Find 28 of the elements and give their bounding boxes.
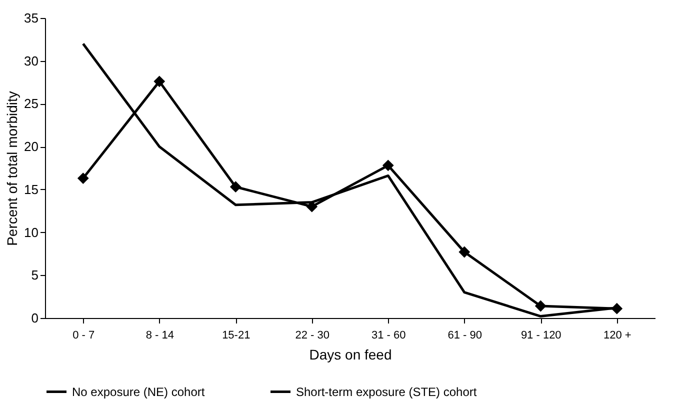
legend-label: Short-term exposure (STE) cohort <box>296 384 478 399</box>
y-tick-label: 30 <box>24 53 38 68</box>
point <box>382 160 394 172</box>
y-tick-label: 35 <box>24 10 38 26</box>
y-axis-title: Percent of total morbidity <box>4 91 20 246</box>
x-axis-title: Days on feed <box>309 346 392 362</box>
x-tick-label: 31 - 60 <box>372 330 406 342</box>
y-tick-label: 25 <box>24 96 38 112</box>
x-tick-label: 120 + <box>603 330 632 342</box>
legend-label: No exposure (NE) cohort <box>72 384 206 399</box>
point <box>154 76 166 88</box>
y-tick-label: 15 <box>24 182 38 197</box>
point <box>458 246 470 258</box>
x-tick-label: 91 - 120 <box>520 330 562 342</box>
point <box>230 181 242 193</box>
y-tick-label: 0 <box>31 310 38 326</box>
point <box>306 200 318 212</box>
x-tick-label: 0 - 7 <box>72 330 95 342</box>
x-tick-label: 61 - 90 <box>448 330 482 342</box>
point <box>611 302 623 314</box>
y-tick-label: 20 <box>24 139 38 154</box>
point <box>77 172 89 184</box>
y-tick-label: 10 <box>24 224 38 240</box>
point <box>534 300 546 312</box>
x-tick-label: 22 - 30 <box>295 330 330 342</box>
y-tick-label: 5 <box>31 268 38 283</box>
x-tick-label: 15-21 <box>222 330 250 342</box>
x-tick-label: 8 - 14 <box>146 330 174 342</box>
